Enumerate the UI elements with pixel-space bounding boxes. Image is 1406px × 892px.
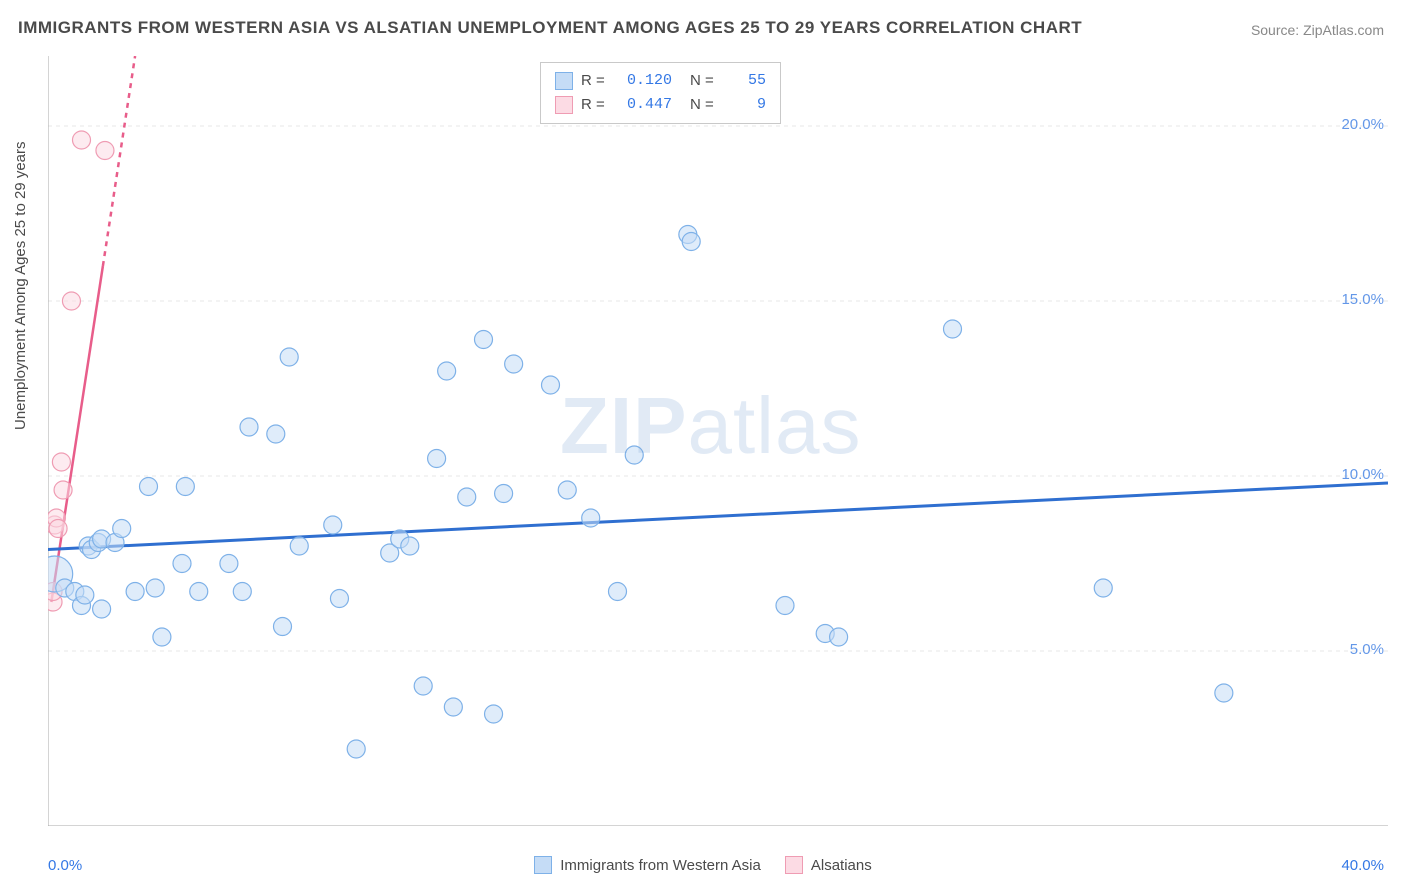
y-tick: 5.0%	[1350, 641, 1384, 658]
data-point	[274, 618, 292, 636]
source-attribution: Source: ZipAtlas.com	[1251, 22, 1384, 38]
legend-row: R = 0.120 N = 55	[555, 69, 766, 93]
data-point	[582, 509, 600, 527]
legend-row: R = 0.447 N = 9	[555, 93, 766, 117]
chart-title: IMMIGRANTS FROM WESTERN ASIA VS ALSATIAN…	[18, 18, 1082, 38]
y-tick: 15.0%	[1341, 291, 1384, 308]
data-point	[505, 355, 523, 373]
data-point	[140, 478, 158, 496]
legend-n-label: N =	[690, 93, 728, 117]
legend-item: Alsatians	[785, 856, 872, 874]
data-point	[542, 376, 560, 394]
data-point	[190, 583, 208, 601]
data-point	[428, 450, 446, 468]
data-point	[93, 600, 111, 618]
legend-swatch	[534, 856, 552, 874]
data-point	[495, 485, 513, 503]
correlation-chart	[48, 56, 1388, 826]
legend-r-value: 0.120	[627, 69, 682, 93]
data-point	[153, 628, 171, 646]
legend-r-label: R =	[581, 93, 619, 117]
data-point	[458, 488, 476, 506]
x-tick-min: 0.0%	[48, 857, 82, 874]
legend-label: Immigrants from Western Asia	[560, 857, 761, 874]
data-point	[625, 446, 643, 464]
legend-swatch	[555, 72, 573, 90]
data-point	[444, 698, 462, 716]
data-point	[475, 331, 493, 349]
legend-swatch	[785, 856, 803, 874]
data-point	[330, 590, 348, 608]
data-point	[347, 740, 365, 758]
data-point	[1094, 579, 1112, 597]
data-point	[240, 418, 258, 436]
data-point	[113, 520, 131, 538]
data-point	[776, 597, 794, 615]
data-point	[49, 520, 67, 538]
data-point	[146, 579, 164, 597]
data-point	[280, 348, 298, 366]
legend-r-label: R =	[581, 69, 619, 93]
y-axis-label: Unemployment Among Ages 25 to 29 years	[12, 141, 29, 430]
y-tick: 20.0%	[1341, 116, 1384, 133]
legend-swatch	[555, 96, 573, 114]
legend-n-value: 9	[736, 93, 766, 117]
legend-n-value: 55	[736, 69, 766, 93]
data-point	[126, 583, 144, 601]
correlation-legend: R = 0.120 N = 55 R = 0.447 N = 9	[540, 62, 781, 124]
data-point	[324, 516, 342, 534]
data-point	[96, 142, 114, 160]
data-point	[173, 555, 191, 573]
data-point	[438, 362, 456, 380]
data-point	[558, 481, 576, 499]
data-point	[54, 481, 72, 499]
data-point	[52, 453, 70, 471]
trend-line-western-asia	[48, 483, 1388, 550]
legend-item: Immigrants from Western Asia	[534, 856, 761, 874]
y-tick: 10.0%	[1341, 466, 1384, 483]
data-point	[76, 586, 94, 604]
data-point	[414, 677, 432, 695]
data-point	[1215, 684, 1233, 702]
data-point	[73, 131, 91, 149]
data-point	[682, 233, 700, 251]
legend-label: Alsatians	[811, 857, 872, 874]
trend-line-alsatians-dashed	[103, 56, 135, 266]
data-point	[830, 628, 848, 646]
data-point	[233, 583, 251, 601]
x-tick-max: 40.0%	[1341, 857, 1384, 874]
data-point	[609, 583, 627, 601]
data-point	[944, 320, 962, 338]
data-point	[220, 555, 238, 573]
legend-r-value: 0.447	[627, 93, 682, 117]
data-point	[176, 478, 194, 496]
data-point	[267, 425, 285, 443]
data-point	[401, 537, 419, 555]
series-legend: Immigrants from Western Asia Alsatians	[0, 856, 1406, 874]
data-point	[290, 537, 308, 555]
data-point	[62, 292, 80, 310]
data-point	[485, 705, 503, 723]
legend-n-label: N =	[690, 69, 728, 93]
